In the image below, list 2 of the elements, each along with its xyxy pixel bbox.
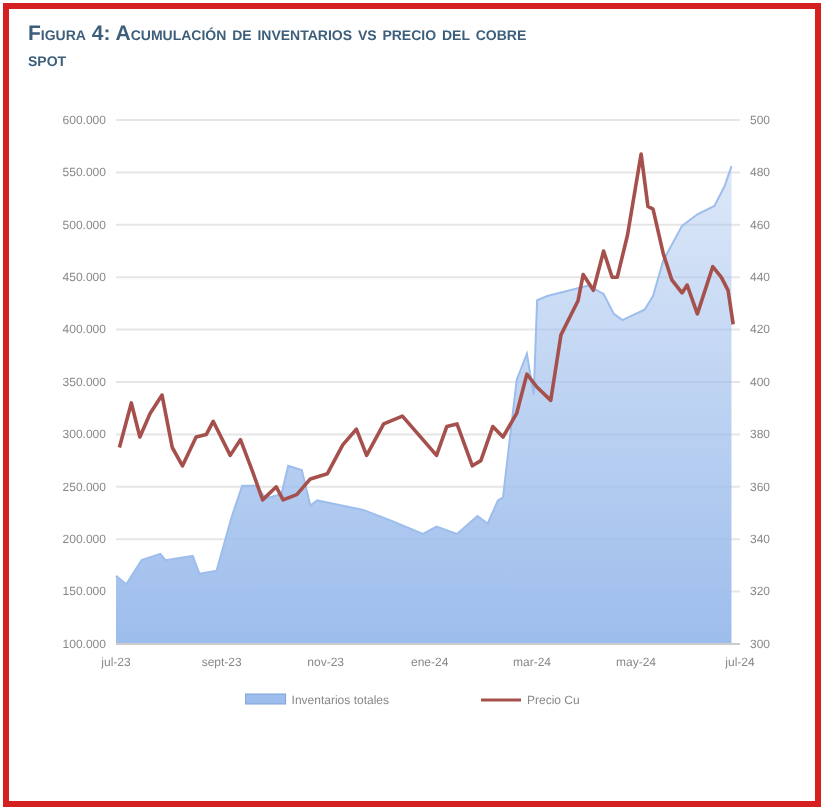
line-series xyxy=(117,152,735,502)
chart-title: Figura 4: Acumulación de inventarios vs precio del cobre spot xyxy=(28,22,527,72)
